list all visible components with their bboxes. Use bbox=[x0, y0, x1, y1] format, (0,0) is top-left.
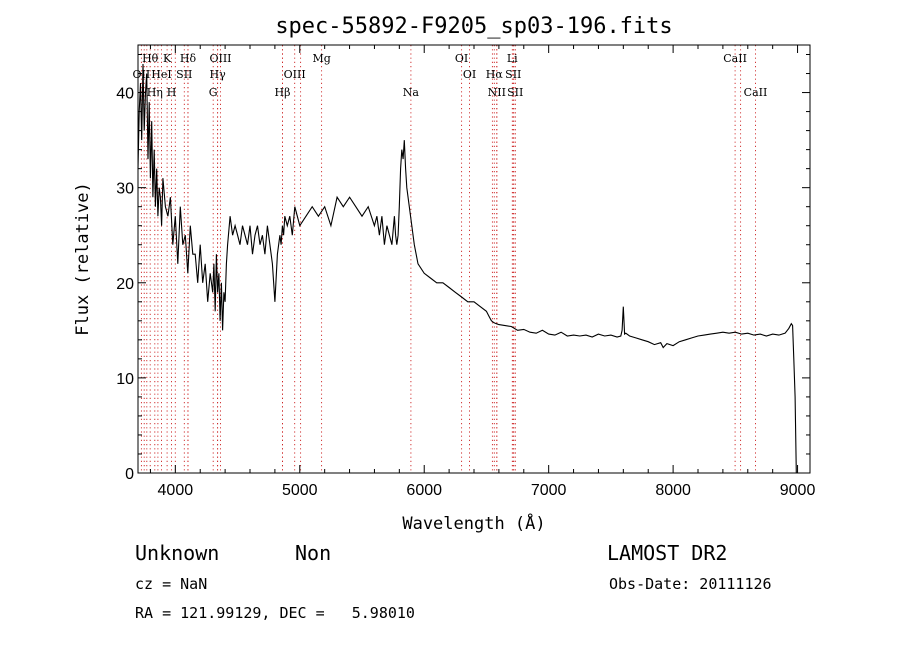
y-tick-label: 40 bbox=[116, 86, 134, 103]
axis-ticks-layer: 4000 5000 6000 7000 8000 9000 0 10 20 30 40 bbox=[116, 45, 815, 499]
spectral-line-label: OI bbox=[463, 68, 476, 81]
spectrum-series-line bbox=[137, 63, 797, 474]
x-tick-label: 9000 bbox=[780, 482, 816, 499]
spectral-line-label: Li bbox=[507, 52, 518, 65]
spectral-line-label: NII bbox=[488, 86, 506, 99]
y-tick-label: 0 bbox=[125, 466, 134, 483]
x-tick-label: 6000 bbox=[406, 482, 442, 499]
chart-title: spec-55892-F9205_sp03-196.fits bbox=[275, 14, 672, 39]
y-tick-label: 10 bbox=[116, 371, 134, 388]
spectral-line-label: SII bbox=[505, 68, 521, 81]
survey-name: LAMOST DR2 bbox=[607, 541, 728, 565]
x-tick-label: 8000 bbox=[655, 482, 691, 499]
spectral-line-label: Hα bbox=[486, 68, 504, 81]
y-tick-label: 30 bbox=[116, 181, 134, 198]
line-marks-layer bbox=[140, 45, 756, 473]
spectral-line-label: Hδ bbox=[180, 52, 197, 65]
spectral-line-label: K bbox=[163, 52, 172, 65]
spectral-line-label: Hβ bbox=[275, 86, 291, 99]
spectral-line-label: Hη bbox=[147, 86, 163, 99]
spectral-line-label: CaII bbox=[723, 52, 747, 65]
spectral-line-label: CaII bbox=[744, 86, 768, 99]
spectral-line-label: Mg bbox=[312, 52, 330, 65]
spectral-line-label: SII bbox=[176, 68, 192, 81]
spectral-line-label: HeI bbox=[151, 68, 171, 81]
spectral-line-label: OIII bbox=[284, 68, 306, 81]
x-tick-label: 4000 bbox=[158, 482, 194, 499]
spectral-line-label: Hθ bbox=[142, 52, 159, 65]
spectral-line-label: Hγ bbox=[210, 68, 227, 81]
x-axis-label: Wavelength (Å) bbox=[402, 512, 545, 534]
spectral-line-label: SII bbox=[507, 86, 523, 99]
spectral-line-label: OII bbox=[133, 68, 151, 81]
object-class: Unknown bbox=[135, 541, 220, 565]
y-axis-label: Flux (relative) bbox=[73, 182, 93, 336]
spectral-line-label: G bbox=[209, 86, 218, 99]
plot-frame bbox=[137, 44, 811, 474]
spectral-line-label: OIII bbox=[209, 52, 231, 65]
spectral-line-label: Na bbox=[403, 86, 420, 99]
coordinates-text: RA = 121.99129, DEC = 5.98010 bbox=[135, 604, 415, 622]
x-tick-label: 5000 bbox=[282, 482, 318, 499]
y-tick-label: 20 bbox=[116, 276, 134, 293]
object-subclass: Non bbox=[295, 541, 332, 565]
spectral-line-label: H bbox=[167, 86, 177, 99]
x-tick-label: 7000 bbox=[531, 482, 567, 499]
redshift-text: cz = NaN bbox=[135, 575, 208, 593]
obs-date-text: Obs-Date: 20111126 bbox=[609, 575, 772, 593]
spectral-line-label: OI bbox=[455, 52, 468, 65]
